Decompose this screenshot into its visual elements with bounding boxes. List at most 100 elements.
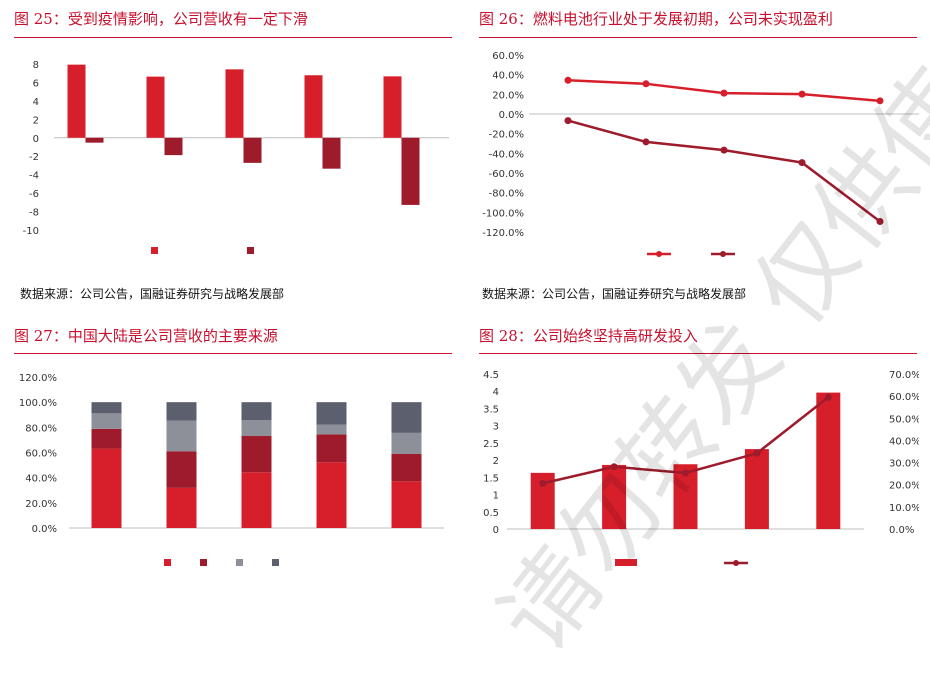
y-tick-label: -4 bbox=[29, 171, 39, 182]
point-gross-margin bbox=[876, 97, 884, 105]
bar-revenue bbox=[146, 76, 165, 138]
y-tick-label: -6 bbox=[29, 189, 39, 200]
y-tick-label: -20.0% bbox=[489, 130, 524, 141]
point-gross-margin bbox=[564, 76, 572, 84]
y2-tick-label: 40.0% bbox=[889, 436, 919, 447]
chart-title-revenue: 图 25：受到疫情影响，公司营收有一定下滑 bbox=[14, 10, 308, 28]
point-rnd-ratio bbox=[610, 463, 618, 471]
segment-usa bbox=[241, 420, 272, 437]
segment-usa bbox=[391, 432, 422, 455]
point-gross-margin bbox=[798, 90, 806, 98]
y-tick-label: 60.0% bbox=[492, 51, 524, 62]
y2-tick-label: 60.0% bbox=[889, 392, 919, 403]
y-tick-label: 1 bbox=[493, 491, 499, 502]
point-net-margin bbox=[798, 159, 806, 167]
bar-net-profit bbox=[322, 137, 341, 169]
y-tick-label: -8 bbox=[29, 208, 39, 219]
segment-other bbox=[241, 402, 272, 421]
point-rnd-ratio bbox=[682, 469, 689, 477]
chart-title-margin: 图 26：燃料电池行业处于发展初期，公司未实现盈利 bbox=[479, 10, 833, 28]
segment-other bbox=[316, 402, 347, 425]
data-source-note: 数据来源：公司公告，国融证券研究与战略发展部 bbox=[20, 287, 285, 301]
segment-germany bbox=[391, 454, 422, 482]
y-tick-label: 2.5 bbox=[483, 439, 499, 450]
y-tick-label: -120.0% bbox=[482, 228, 524, 239]
point-net-margin bbox=[564, 117, 572, 125]
legend-swatch-gross-margin bbox=[656, 251, 662, 257]
y-tick-label: 60.0% bbox=[25, 449, 57, 460]
bar-revenue bbox=[383, 76, 402, 138]
y-tick-label: 100.0% bbox=[19, 398, 57, 409]
bar-net-profit bbox=[401, 137, 420, 205]
segment-other bbox=[91, 402, 122, 414]
y2-tick-label: 20.0% bbox=[889, 481, 919, 492]
point-rnd-ratio bbox=[753, 449, 761, 457]
segment-china bbox=[316, 462, 347, 528]
y-tick-label: 8 bbox=[33, 60, 39, 71]
y2-tick-label: 10.0% bbox=[889, 503, 919, 514]
bar-revenue bbox=[304, 75, 323, 138]
legend-swatch-segment-usa bbox=[236, 559, 243, 566]
y-tick-label: 80.0% bbox=[25, 423, 57, 434]
y-tick-label: -10 bbox=[23, 226, 39, 237]
y2-tick-label: 50.0% bbox=[889, 414, 919, 425]
y-tick-label: 0 bbox=[493, 525, 499, 536]
y-tick-label: 3.5 bbox=[483, 404, 499, 415]
y-tick-label: -80.0% bbox=[489, 189, 524, 200]
y2-tick-label: 0.0% bbox=[889, 525, 914, 536]
y-tick-label: 4 bbox=[493, 387, 499, 398]
rnd-expense-chart: 4.5 4 3.5 3 2.5 2 1.5 1 0.5 0 70.0% 60.0% 50.0% 40.0%… bbox=[483, 370, 919, 566]
region-revenue-chart: 120.0% 100.0% 80.0% 60.0% 40.0% 20.0% 0.0% bbox=[19, 373, 444, 566]
y-tick-label: 1.5 bbox=[483, 473, 499, 484]
legend-swatch-segment-germany bbox=[200, 559, 207, 566]
bar-net-profit bbox=[164, 137, 183, 156]
legend-swatch-segment-china bbox=[164, 559, 171, 566]
y-tick-label: 0.0% bbox=[499, 110, 524, 121]
segment-usa bbox=[166, 420, 197, 452]
point-gross-margin bbox=[642, 80, 650, 88]
segment-china bbox=[166, 487, 197, 528]
segment-usa bbox=[91, 413, 122, 429]
segment-usa bbox=[316, 424, 347, 435]
bar-net-profit bbox=[243, 137, 262, 163]
bar-rnd-expense bbox=[816, 392, 841, 529]
chart-title-rnd: 图 28：公司始终坚持高研发投入 bbox=[479, 327, 698, 345]
y2-tick-label: 30.0% bbox=[889, 459, 919, 470]
y-tick-label: 40.0% bbox=[25, 474, 57, 485]
bar-net-profit bbox=[85, 137, 104, 143]
chart-title-region: 图 27：中国大陆是公司营收的主要来源 bbox=[14, 327, 278, 345]
y-tick-label: -2 bbox=[29, 152, 39, 163]
bar-revenue bbox=[225, 69, 244, 138]
revenue-profit-chart: 8 6 4 2 0 -2 -4 -6 -8 -10 bbox=[23, 60, 449, 254]
legend-swatch-revenue bbox=[151, 247, 158, 254]
segment-germany bbox=[241, 436, 272, 473]
y-tick-label: 2 bbox=[493, 456, 499, 467]
legend-swatch-rnd-expense bbox=[615, 559, 637, 566]
point-net-margin bbox=[876, 217, 884, 225]
legend-swatch-net-margin bbox=[720, 251, 726, 257]
y-tick-label: 3 bbox=[493, 422, 499, 433]
point-rnd-ratio bbox=[539, 479, 547, 487]
point-net-margin bbox=[720, 146, 728, 154]
y-tick-label: 0 bbox=[33, 134, 39, 145]
y-tick-label: 0.5 bbox=[483, 508, 499, 519]
title-divider bbox=[14, 353, 452, 354]
y-tick-label: 20.0% bbox=[25, 499, 57, 510]
data-source-note: 数据来源：公司公告，国融证券研究与战略发展部 bbox=[482, 287, 747, 301]
title-divider bbox=[479, 37, 917, 38]
bar-revenue bbox=[67, 64, 86, 138]
legend-swatch-segment-other bbox=[272, 559, 279, 566]
segment-china bbox=[91, 448, 122, 528]
bar-rnd-expense bbox=[602, 464, 627, 529]
title-divider bbox=[479, 353, 917, 354]
bar-rnd-expense bbox=[744, 449, 769, 529]
point-net-margin bbox=[642, 138, 650, 146]
title-divider bbox=[14, 37, 452, 38]
y-tick-label: 0.0% bbox=[32, 524, 57, 535]
segment-china bbox=[391, 481, 422, 528]
point-rnd-ratio bbox=[824, 393, 832, 401]
y2-tick-label: 70.0% bbox=[889, 370, 919, 381]
segment-other bbox=[166, 402, 197, 421]
legend-swatch-rnd-ratio bbox=[733, 560, 739, 566]
segment-germany bbox=[316, 434, 347, 463]
